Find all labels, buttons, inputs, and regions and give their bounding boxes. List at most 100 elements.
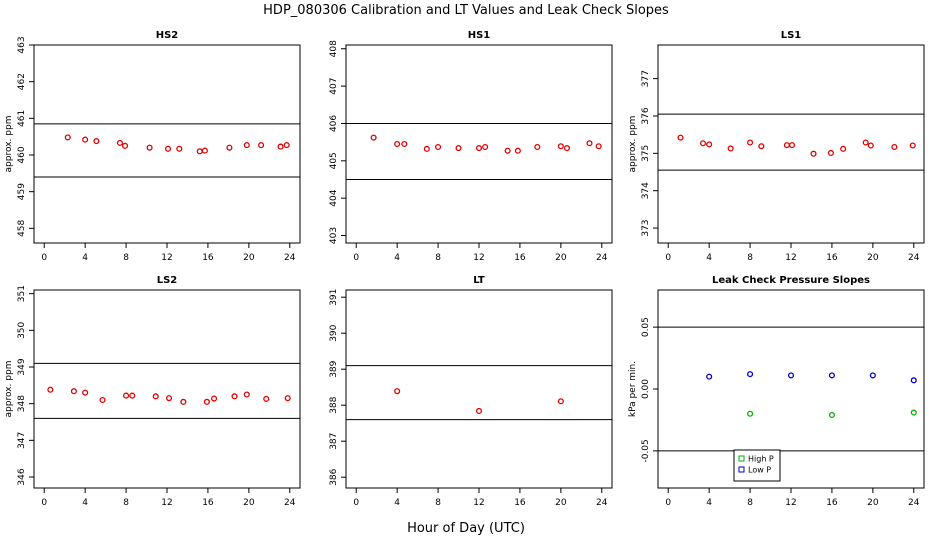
- data-point: [840, 145, 847, 152]
- x-tick-label: 16: [202, 498, 214, 508]
- x-tick-label: 4: [394, 498, 400, 508]
- y-tick-label: 389: [329, 360, 339, 377]
- data-point: [706, 141, 713, 148]
- data-point: [727, 145, 734, 152]
- x-tick-label: 0: [665, 253, 671, 263]
- x-tick-label: 20: [867, 498, 879, 508]
- y-tick-label: 0.05: [641, 317, 651, 337]
- data-point: [869, 372, 876, 379]
- panel-title: LS1: [781, 30, 802, 41]
- chart-panel-2: HS1 0 4 8 12 16 20 24 403 404 405 406 407 408: [329, 30, 613, 263]
- data-point: [196, 148, 203, 155]
- data-point: [595, 143, 602, 150]
- y-tick-label: 376: [641, 107, 651, 124]
- y-tick-label: 463: [17, 36, 27, 53]
- data-point: [165, 395, 173, 402]
- chart-legend: High P Low P: [733, 449, 781, 482]
- data-point: [99, 396, 106, 404]
- data-point: [82, 136, 89, 143]
- y-tick-label: 404: [329, 189, 339, 206]
- data-point: [534, 143, 541, 151]
- x-tick-label: 24: [596, 498, 608, 508]
- x-tick-label: 12: [161, 253, 172, 263]
- data-point: [563, 145, 571, 152]
- data-point: [788, 142, 796, 149]
- y-tick-label: 373: [641, 219, 651, 236]
- data-point: [891, 143, 898, 151]
- chart-panel-4: LS2 0 4 8 12 16 20 24 346 347 348 349 350 351 approx. …: [4, 275, 301, 508]
- y-axis-label: approx. ppm: [4, 361, 14, 418]
- data-point: [263, 395, 270, 402]
- plot-frame: [33, 44, 301, 244]
- legend-box: [733, 449, 781, 482]
- data-point: [123, 392, 130, 399]
- x-tick-label: 8: [435, 498, 441, 508]
- data-point: [283, 142, 290, 149]
- y-tick-label: 386: [329, 468, 339, 485]
- x-tick-label: 12: [473, 253, 484, 263]
- data-point: [514, 147, 521, 154]
- data-point: [455, 145, 462, 152]
- data-point: [201, 147, 208, 154]
- x-tick-label: 16: [826, 498, 838, 508]
- data-point: [277, 143, 284, 150]
- x-tick-label: 0: [41, 498, 47, 508]
- data-point: [93, 138, 100, 145]
- data-point: [475, 145, 483, 152]
- y-tick-label: 0.00: [641, 379, 651, 399]
- legend-swatch: [738, 455, 745, 462]
- x-tick-label: 8: [435, 253, 441, 263]
- panel-title: HS1: [468, 30, 491, 41]
- x-tick-label: 24: [284, 253, 296, 263]
- data-point: [129, 392, 136, 399]
- y-tick-label: 350: [17, 321, 27, 338]
- x-tick-label: 4: [706, 498, 712, 508]
- y-tick-label: 346: [17, 468, 27, 485]
- figure-title: HDP_080306 Calibration and LT Values and…: [263, 3, 669, 18]
- x-tick-label: 24: [284, 498, 296, 508]
- x-tick-label: 0: [353, 498, 359, 508]
- data-point: [116, 139, 123, 146]
- x-tick-label: 4: [82, 253, 88, 263]
- y-axis-label: approx. ppm: [628, 116, 638, 173]
- plot-frame: [345, 289, 613, 489]
- y-tick-label: 351: [17, 285, 27, 302]
- x-tick-label: 20: [555, 498, 567, 508]
- x-tick-label: 8: [123, 498, 129, 508]
- panel-title: HS2: [156, 30, 179, 41]
- x-tick-label: 8: [747, 253, 753, 263]
- x-tick-label: 4: [394, 253, 400, 263]
- x-tick-label: 0: [665, 498, 671, 508]
- x-tick-label: 8: [747, 498, 753, 508]
- panel-title: LT: [473, 275, 485, 286]
- x-tick-label: 16: [826, 253, 838, 263]
- data-point: [258, 142, 265, 149]
- data-point: [482, 143, 489, 151]
- y-tick-label: 349: [17, 358, 27, 375]
- data-point: [706, 373, 713, 380]
- x-tick-label: 16: [202, 253, 214, 263]
- figure-x-axis-label: Hour of Day (UTC): [407, 521, 525, 536]
- x-tick-label: 20: [243, 253, 255, 263]
- data-point: [394, 140, 401, 148]
- data-point: [226, 144, 233, 151]
- y-tick-label: 458: [17, 219, 27, 236]
- data-point: [394, 388, 401, 395]
- x-tick-label: 4: [82, 498, 88, 508]
- y-tick-label: 390: [329, 324, 339, 341]
- y-axis-label: kPa per min.: [628, 361, 638, 417]
- y-tick-label: 461: [17, 110, 27, 127]
- data-point: [47, 386, 54, 393]
- y-tick-label: -0.05: [641, 439, 651, 462]
- data-point: [203, 398, 210, 405]
- data-point: [180, 398, 187, 405]
- legend-swatch: [738, 466, 745, 473]
- data-point: [164, 145, 172, 152]
- x-tick-label: 12: [161, 498, 172, 508]
- data-point: [827, 149, 834, 157]
- x-tick-label: 16: [514, 253, 526, 263]
- data-point: [862, 139, 869, 146]
- y-tick-label: 460: [17, 146, 27, 163]
- data-point: [557, 143, 564, 150]
